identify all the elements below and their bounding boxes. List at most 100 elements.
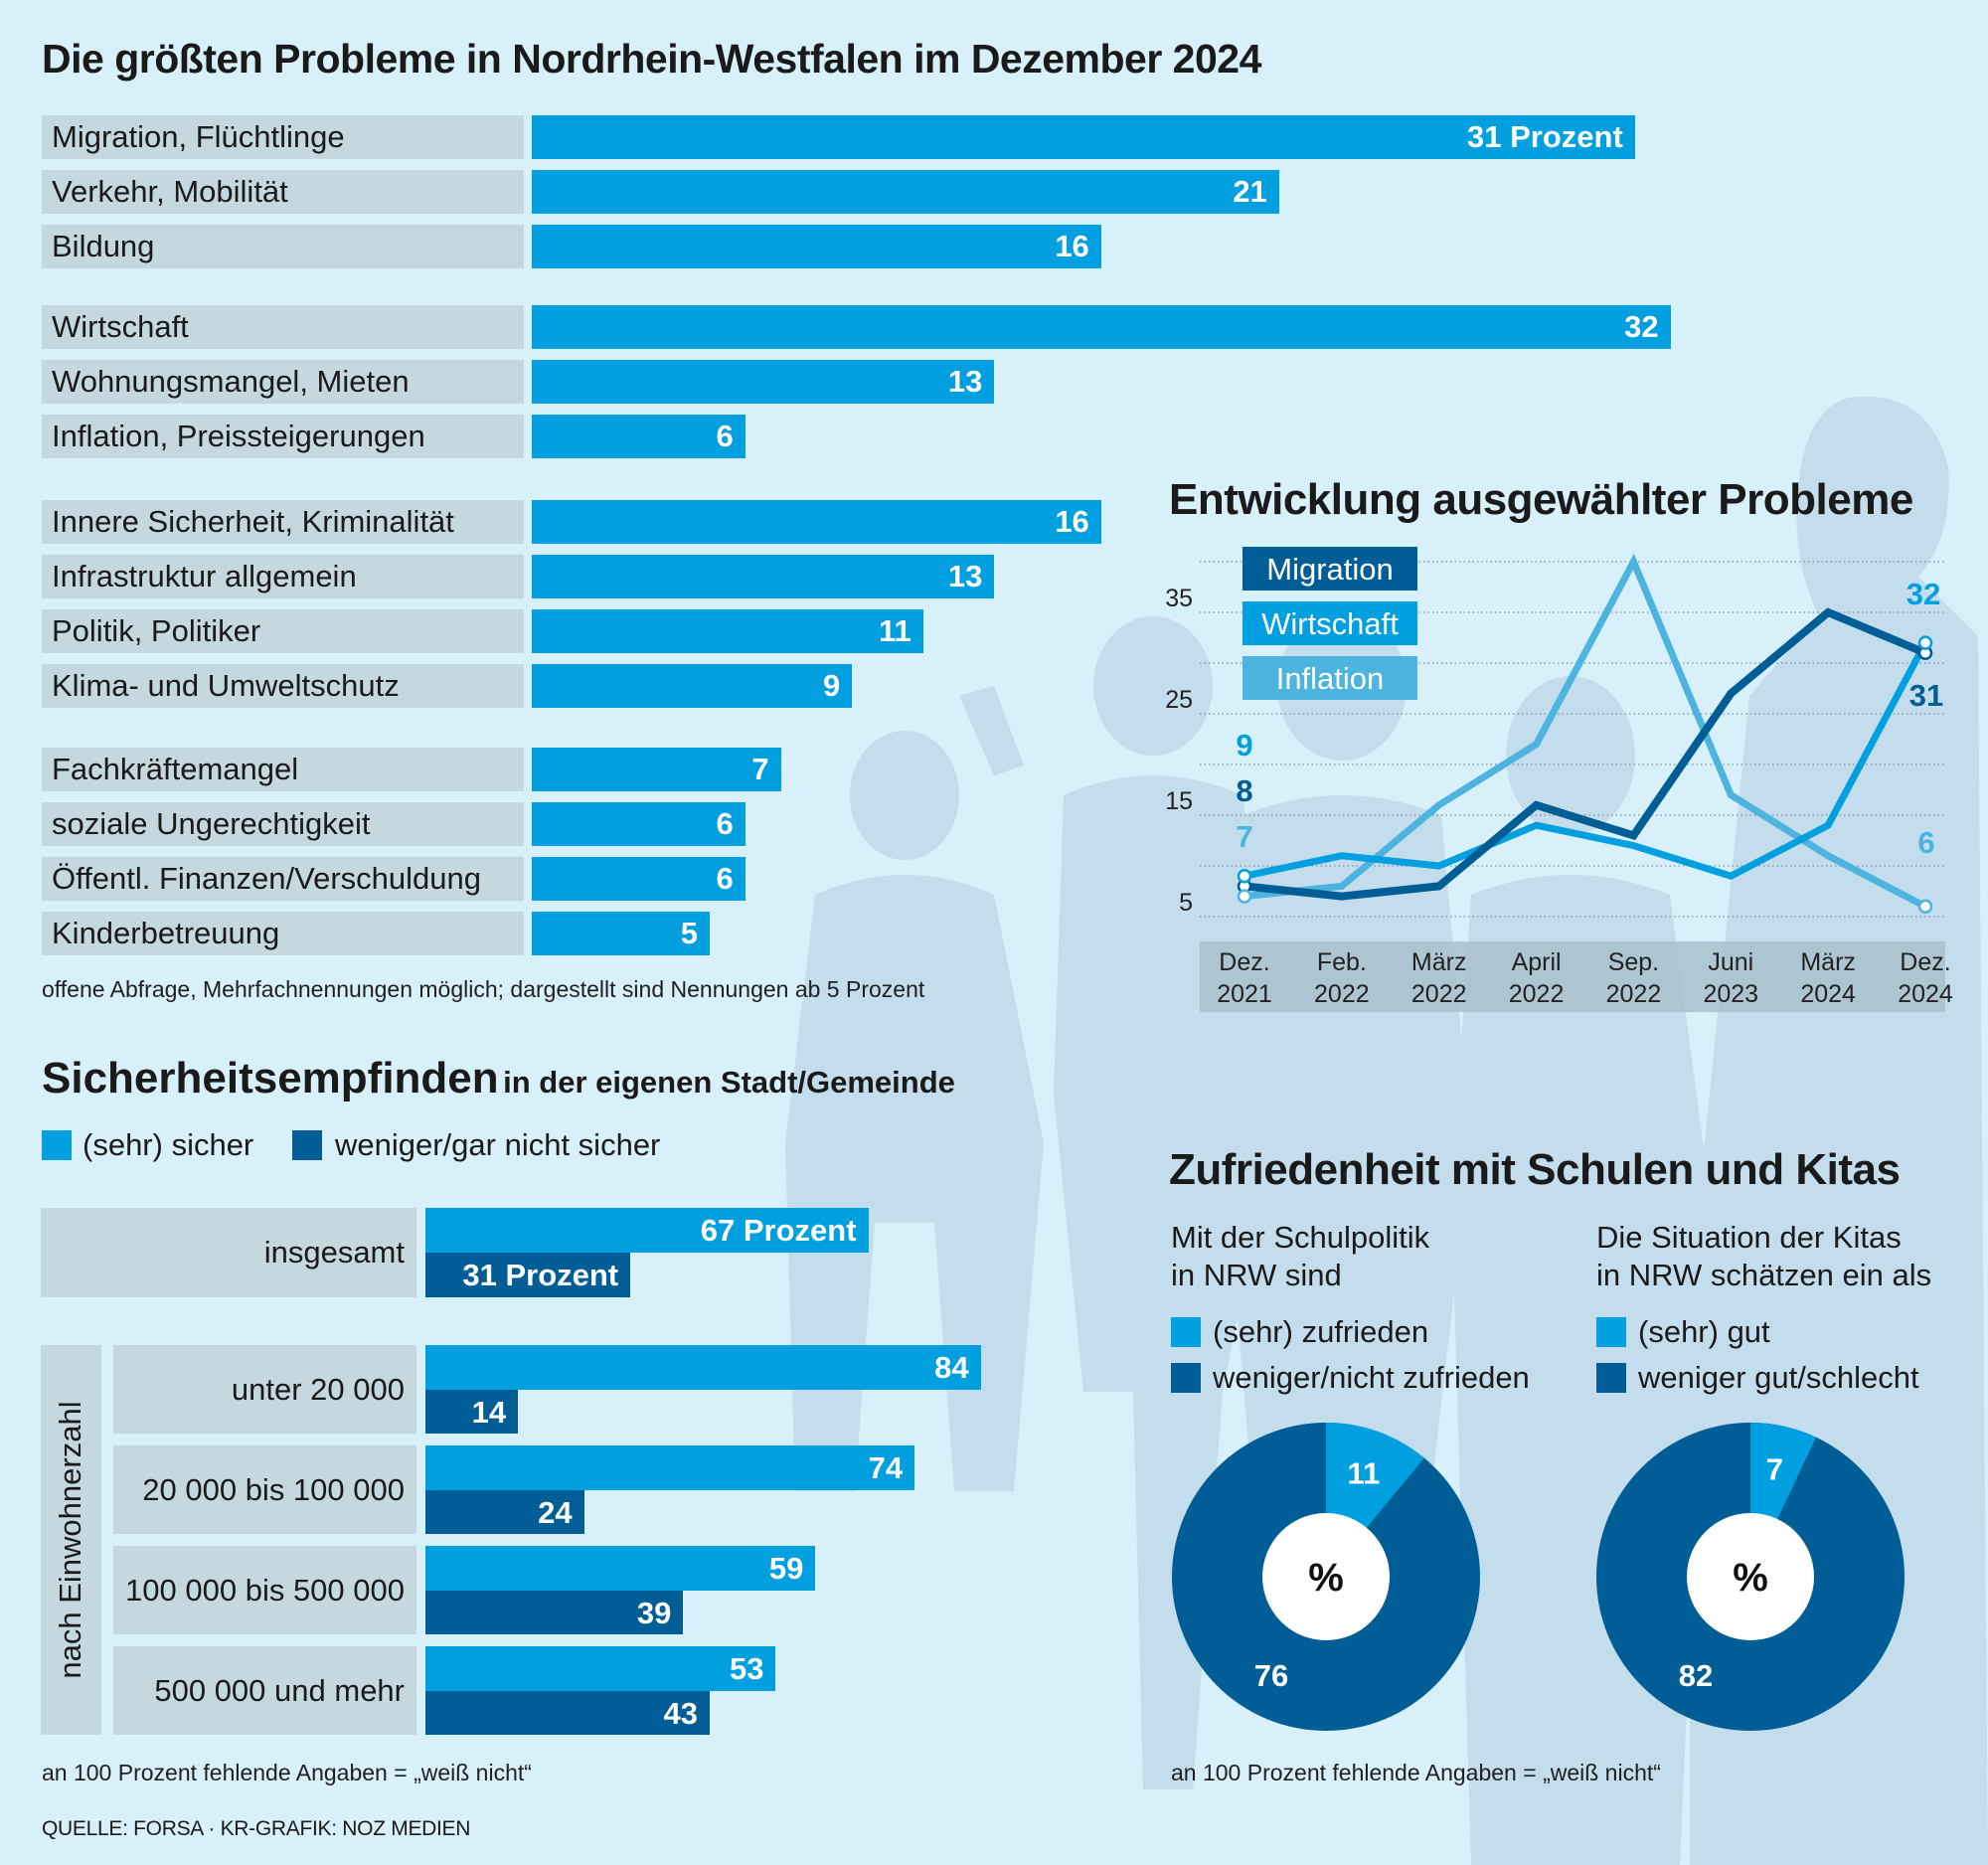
security-row-label: 100 000 bis 500 000	[113, 1546, 416, 1634]
bar-sicher-value: 84	[934, 1350, 969, 1385]
security-footnote: an 100 Prozent fehlende Angaben = „weiß …	[42, 1760, 532, 1785]
series-start-label: 8	[1236, 773, 1252, 808]
x-tick-label: 2021	[1217, 980, 1272, 1008]
security-title: Sicherheitsempfinden	[42, 1054, 499, 1102]
problem-bar	[532, 802, 746, 846]
legend-box-inflation	[1242, 656, 1417, 700]
bar-unsicher-value: 24	[538, 1495, 573, 1530]
x-tick-label: März	[1411, 948, 1467, 976]
legend-label-schlecht: weniger gut/schlecht	[1638, 1360, 1919, 1395]
problem-bar	[532, 609, 923, 653]
problem-label: soziale Ungerechtigkeit	[42, 802, 524, 846]
bar-sicher-value: 74	[868, 1450, 904, 1485]
satisfaction-footnote: an 100 Prozent fehlende Angaben = „weiß …	[1171, 1760, 1661, 1785]
x-tick-label: Feb.	[1317, 948, 1367, 976]
legend-label-inflation: Inflation	[1276, 661, 1385, 696]
security-row-label: unter 20 000	[113, 1345, 416, 1434]
y-tick-label: 5	[1179, 889, 1193, 917]
security-row-label: 20 000 bis 100 000	[113, 1445, 416, 1534]
problem-label: Kinderbetreuung	[42, 912, 524, 955]
donut-hole	[1262, 1513, 1390, 1640]
legend-label-unsicher: weniger/gar nicht sicher	[335, 1127, 661, 1162]
x-tick-label: Dez.	[1219, 948, 1269, 976]
legend-swatch-unsicher	[292, 1130, 322, 1160]
problem-label: Wohnungsmangel, Mieten	[42, 360, 524, 404]
series-end-label: 31	[1909, 678, 1943, 713]
problems-title: Die größten Probleme in Nordrhein-Westfa…	[42, 36, 1261, 82]
series-line-inflation	[1243, 553, 1927, 910]
legend-label-wirtschaft: Wirtschaft	[1261, 606, 1399, 641]
problem-bar-value: 9	[822, 668, 841, 703]
problem-bar	[532, 500, 1101, 544]
problem-bar	[532, 415, 746, 458]
y-tick-label: 35	[1165, 585, 1193, 612]
problem-bar-value: 13	[947, 364, 983, 399]
problem-bar	[532, 555, 995, 598]
legend-label-nicht-zufrieden: weniger/nicht zufrieden	[1213, 1360, 1530, 1395]
x-tick-label: 2024	[1898, 980, 1953, 1008]
x-tick-label: Juni	[1708, 948, 1753, 976]
problem-bar-value: 5	[680, 916, 698, 950]
problem-bar-value: 21	[1233, 174, 1267, 209]
legend-swatch-sicher	[42, 1130, 72, 1160]
bar-sicher	[425, 1208, 869, 1253]
donut-hole	[1687, 1513, 1814, 1640]
x-tick-label: 2022	[1411, 980, 1467, 1008]
problem-bar-value: 11	[879, 613, 911, 648]
legend-label-gut: (sehr) gut	[1638, 1314, 1770, 1349]
satisfaction-title: Zufriedenheit mit Schulen und Kitas	[1169, 1145, 1901, 1194]
bar-unsicher	[425, 1390, 519, 1434]
problem-bar-value: 6	[716, 861, 734, 896]
legend-swatch-zufrieden	[1171, 1317, 1201, 1347]
problem-bar	[532, 115, 1635, 159]
series-end-point	[1917, 899, 1933, 915]
x-tick-label: März	[1800, 948, 1856, 976]
kita-subtitle-2: in NRW schätzen ein als	[1596, 1258, 1932, 1292]
y-tick-label: 15	[1165, 787, 1193, 815]
donut-center-label: %	[1308, 1556, 1344, 1600]
bar-sicher-value: 67 Prozent	[700, 1213, 857, 1248]
problem-bar	[532, 360, 995, 404]
legend-swatch-gut	[1596, 1317, 1626, 1347]
bar-unsicher-value: 14	[471, 1395, 507, 1430]
bar-sicher-value: 59	[768, 1551, 804, 1586]
legend-label-zufrieden: (sehr) zufrieden	[1213, 1314, 1429, 1349]
kita-subtitle-1: Die Situation der Kitas	[1596, 1220, 1902, 1255]
problem-bar-value: 32	[1624, 309, 1659, 344]
x-tick-label: 2022	[1314, 980, 1370, 1008]
problem-bar	[532, 225, 1101, 268]
problem-bar-value: 31 Prozent	[1467, 119, 1623, 154]
problem-bar-value: 7	[751, 752, 769, 786]
x-tick-label: 2022	[1606, 980, 1662, 1008]
problem-label: Wirtschaft	[42, 305, 524, 349]
group-label-box	[41, 1345, 101, 1735]
problem-bar	[532, 664, 853, 708]
school-subtitle-1: Mit der Schulpolitik	[1171, 1220, 1430, 1255]
problem-bar	[532, 857, 746, 901]
problem-label: Innere Sicherheit, Kriminalität	[42, 500, 524, 544]
x-tick-label: 2023	[1703, 980, 1758, 1008]
bar-sicher	[425, 1546, 816, 1591]
problem-bar-value: 13	[947, 559, 983, 593]
school-subtitle-2: in NRW sind	[1171, 1258, 1342, 1292]
bar-unsicher	[425, 1691, 710, 1735]
bar-unsicher-value: 39	[636, 1596, 672, 1630]
series-start-point	[1237, 889, 1252, 904]
x-axis-band	[1200, 941, 1945, 1012]
security-row-label: 500 000 und mehr	[113, 1646, 416, 1735]
bar-unsicher-value: 43	[663, 1696, 698, 1731]
problem-label: Fachkräftemangel	[42, 748, 524, 791]
problem-bar	[532, 305, 1671, 349]
legend-swatch-schlecht	[1596, 1363, 1626, 1393]
series-start-label: 9	[1236, 728, 1252, 763]
series-end-label: 6	[1917, 825, 1934, 860]
source-credit: QUELLE: FORSA · KR-GRAFIK: NOZ MEDIEN	[42, 1817, 471, 1840]
problem-label: Öffentl. Finanzen/Verschuldung	[42, 857, 524, 901]
x-tick-label: 2024	[1800, 980, 1856, 1008]
bar-unsicher	[425, 1253, 631, 1297]
problem-bar	[532, 748, 781, 791]
bar-unsicher	[425, 1490, 584, 1534]
x-tick-label: Dez.	[1900, 948, 1950, 976]
